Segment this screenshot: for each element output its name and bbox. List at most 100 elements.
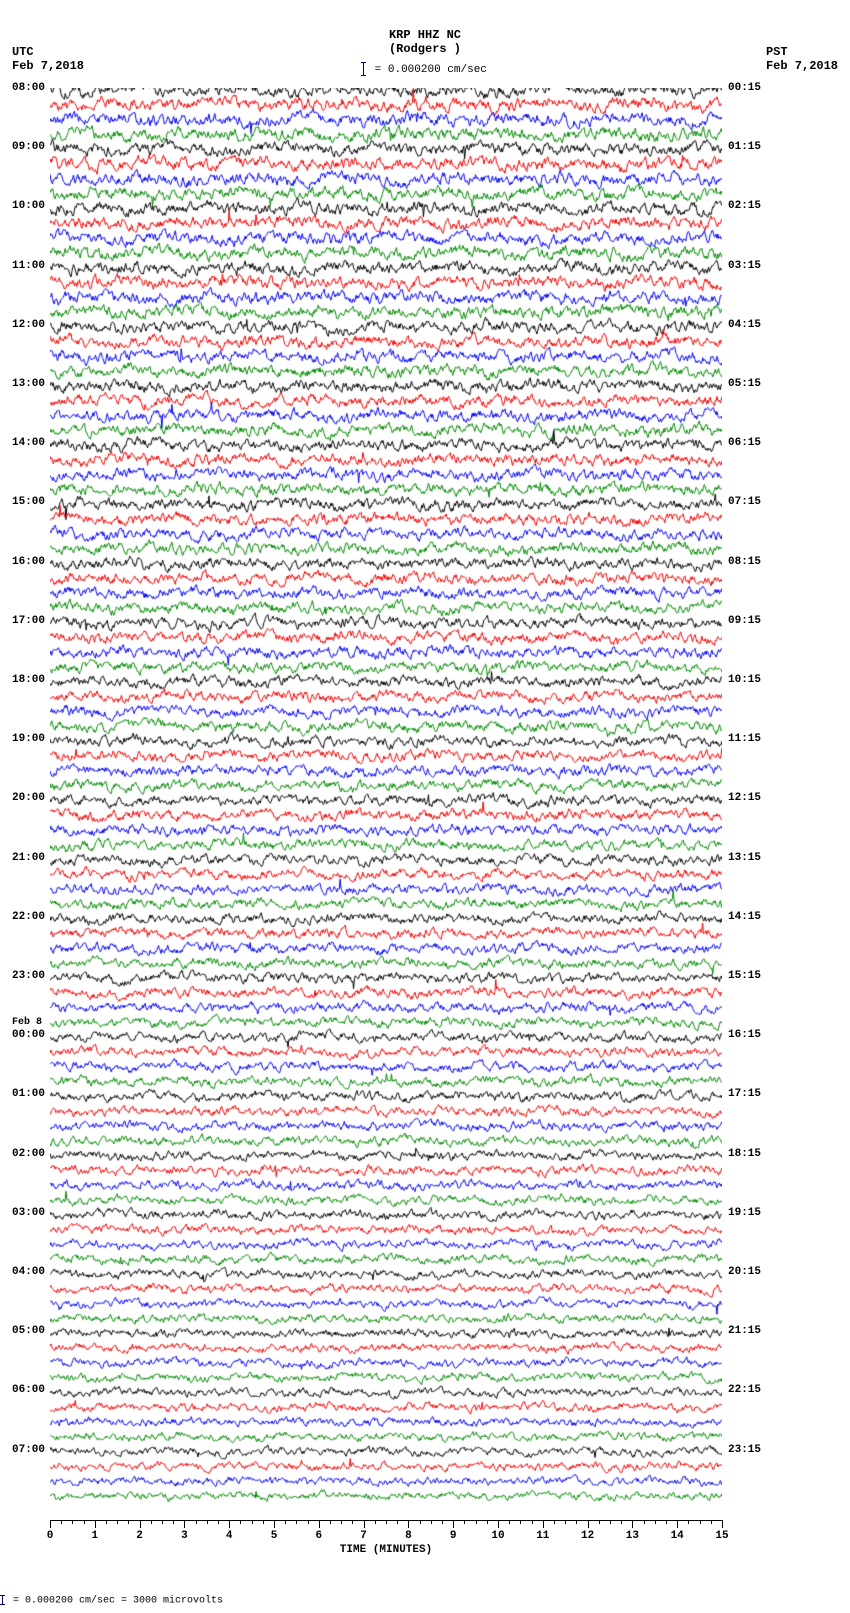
x-tick-label: 12 xyxy=(581,1530,594,1542)
utc-time-label: 09:00 xyxy=(12,141,45,153)
x-tick-minor xyxy=(576,1520,577,1524)
x-tick-minor xyxy=(352,1520,353,1524)
x-tick xyxy=(364,1520,365,1528)
pst-time-label: 02:15 xyxy=(728,200,761,212)
x-tick-label: 11 xyxy=(536,1530,549,1542)
x-tick-minor xyxy=(207,1520,208,1524)
pst-time-label: 14:15 xyxy=(728,911,761,923)
pst-time-label: 13:15 xyxy=(728,852,761,864)
x-tick-minor xyxy=(240,1520,241,1524)
x-tick-minor xyxy=(700,1520,701,1524)
utc-time-label: 11:00 xyxy=(12,260,45,272)
x-tick xyxy=(274,1520,275,1528)
x-tick-label: 1 xyxy=(91,1530,98,1542)
pst-time-label: 11:15 xyxy=(728,733,761,745)
seismogram-plot xyxy=(50,88,722,1518)
utc-time-label: 17:00 xyxy=(12,615,45,627)
header-center: KRP HHZ NC (Rodgers ) xyxy=(0,28,850,57)
x-tick-minor xyxy=(420,1520,421,1524)
x-tick-minor xyxy=(128,1520,129,1524)
pst-time-label: 23:15 xyxy=(728,1444,761,1456)
pst-time-label: 18:15 xyxy=(728,1148,761,1160)
x-tick-minor xyxy=(610,1520,611,1524)
x-tick-label: 3 xyxy=(181,1530,188,1542)
utc-time-label: 00:00 xyxy=(12,1029,45,1041)
x-tick-minor xyxy=(599,1520,600,1524)
utc-time-label: 06:00 xyxy=(12,1384,45,1396)
utc-time-label: 13:00 xyxy=(12,378,45,390)
x-tick-minor xyxy=(151,1520,152,1524)
utc-time-label: 12:00 xyxy=(12,319,45,331)
pst-time-label: 08:15 xyxy=(728,556,761,568)
x-tick-minor xyxy=(621,1520,622,1524)
x-tick-minor xyxy=(341,1520,342,1524)
x-tick-minor xyxy=(532,1520,533,1524)
utc-time-label: 16:00 xyxy=(12,556,45,568)
x-tick xyxy=(677,1520,678,1528)
pst-time-label: 03:15 xyxy=(728,260,761,272)
x-tick-minor xyxy=(252,1520,253,1524)
x-tick-label: 14 xyxy=(671,1530,684,1542)
x-tick xyxy=(453,1520,454,1528)
x-tick-label: 0 xyxy=(47,1530,54,1542)
x-tick-minor xyxy=(386,1520,387,1524)
x-tick xyxy=(498,1520,499,1528)
x-tick-minor xyxy=(162,1520,163,1524)
x-tick-minor xyxy=(308,1520,309,1524)
x-tick-label: 5 xyxy=(271,1530,278,1542)
x-tick-minor xyxy=(487,1520,488,1524)
utc-time-label: 18:00 xyxy=(12,674,45,686)
utc-time-label: 22:00 xyxy=(12,911,45,923)
footer-scale-text2: 3000 microvolts xyxy=(133,1596,223,1607)
x-tick-label: 4 xyxy=(226,1530,233,1542)
location-label: (Rodgers ) xyxy=(0,42,850,56)
scale-bar-icon xyxy=(363,62,364,76)
x-tick-minor xyxy=(442,1520,443,1524)
x-tick-minor xyxy=(476,1520,477,1524)
x-tick xyxy=(632,1520,633,1528)
x-tick-minor xyxy=(464,1520,465,1524)
x-tick-minor xyxy=(196,1520,197,1524)
pst-time-label: 06:15 xyxy=(728,437,761,449)
x-tick-minor xyxy=(666,1520,667,1524)
x-tick xyxy=(722,1520,723,1528)
pst-time-label: 07:15 xyxy=(728,496,761,508)
utc-time-label: 08:00 xyxy=(12,82,45,94)
pst-time-label: 12:15 xyxy=(728,792,761,804)
pst-time-label: 04:15 xyxy=(728,319,761,331)
utc-time-label: 01:00 xyxy=(12,1088,45,1100)
helicorder-container: UTC Feb 7,2018 PST Feb 7,2018 KRP HHZ NC… xyxy=(0,0,850,1613)
x-tick-minor xyxy=(263,1520,264,1524)
x-tick-label: 6 xyxy=(315,1530,322,1542)
pst-time-label: 09:15 xyxy=(728,615,761,627)
station-label: KRP HHZ NC xyxy=(0,28,850,42)
utc-time-label: 04:00 xyxy=(12,1266,45,1278)
seismogram-canvas xyxy=(50,88,722,1518)
x-axis: TIME (MINUTES) 0123456789101112131415 xyxy=(50,1520,722,1560)
utc-time-label: 07:00 xyxy=(12,1444,45,1456)
pst-time-label: 01:15 xyxy=(728,141,761,153)
x-tick-minor xyxy=(375,1520,376,1524)
x-tick-minor xyxy=(106,1520,107,1524)
pst-time-label: 17:15 xyxy=(728,1088,761,1100)
x-tick xyxy=(95,1520,96,1528)
utc-time-label: 19:00 xyxy=(12,733,45,745)
x-tick-label: 15 xyxy=(715,1530,728,1542)
x-tick-minor xyxy=(688,1520,689,1524)
x-tick-label: 7 xyxy=(360,1530,367,1542)
pst-time-label: 16:15 xyxy=(728,1029,761,1041)
pst-time-label: 10:15 xyxy=(728,674,761,686)
utc-time-label: 10:00 xyxy=(12,200,45,212)
x-tick-minor xyxy=(61,1520,62,1524)
x-tick xyxy=(408,1520,409,1528)
x-tick xyxy=(50,1520,51,1528)
x-tick-minor xyxy=(644,1520,645,1524)
x-tick xyxy=(140,1520,141,1528)
utc-time-label: 05:00 xyxy=(12,1325,45,1337)
x-tick-minor xyxy=(117,1520,118,1524)
x-tick-label: 13 xyxy=(626,1530,639,1542)
utc-time-label: 03:00 xyxy=(12,1207,45,1219)
x-tick-minor xyxy=(655,1520,656,1524)
x-tick-minor xyxy=(554,1520,555,1524)
x-tick xyxy=(588,1520,589,1528)
